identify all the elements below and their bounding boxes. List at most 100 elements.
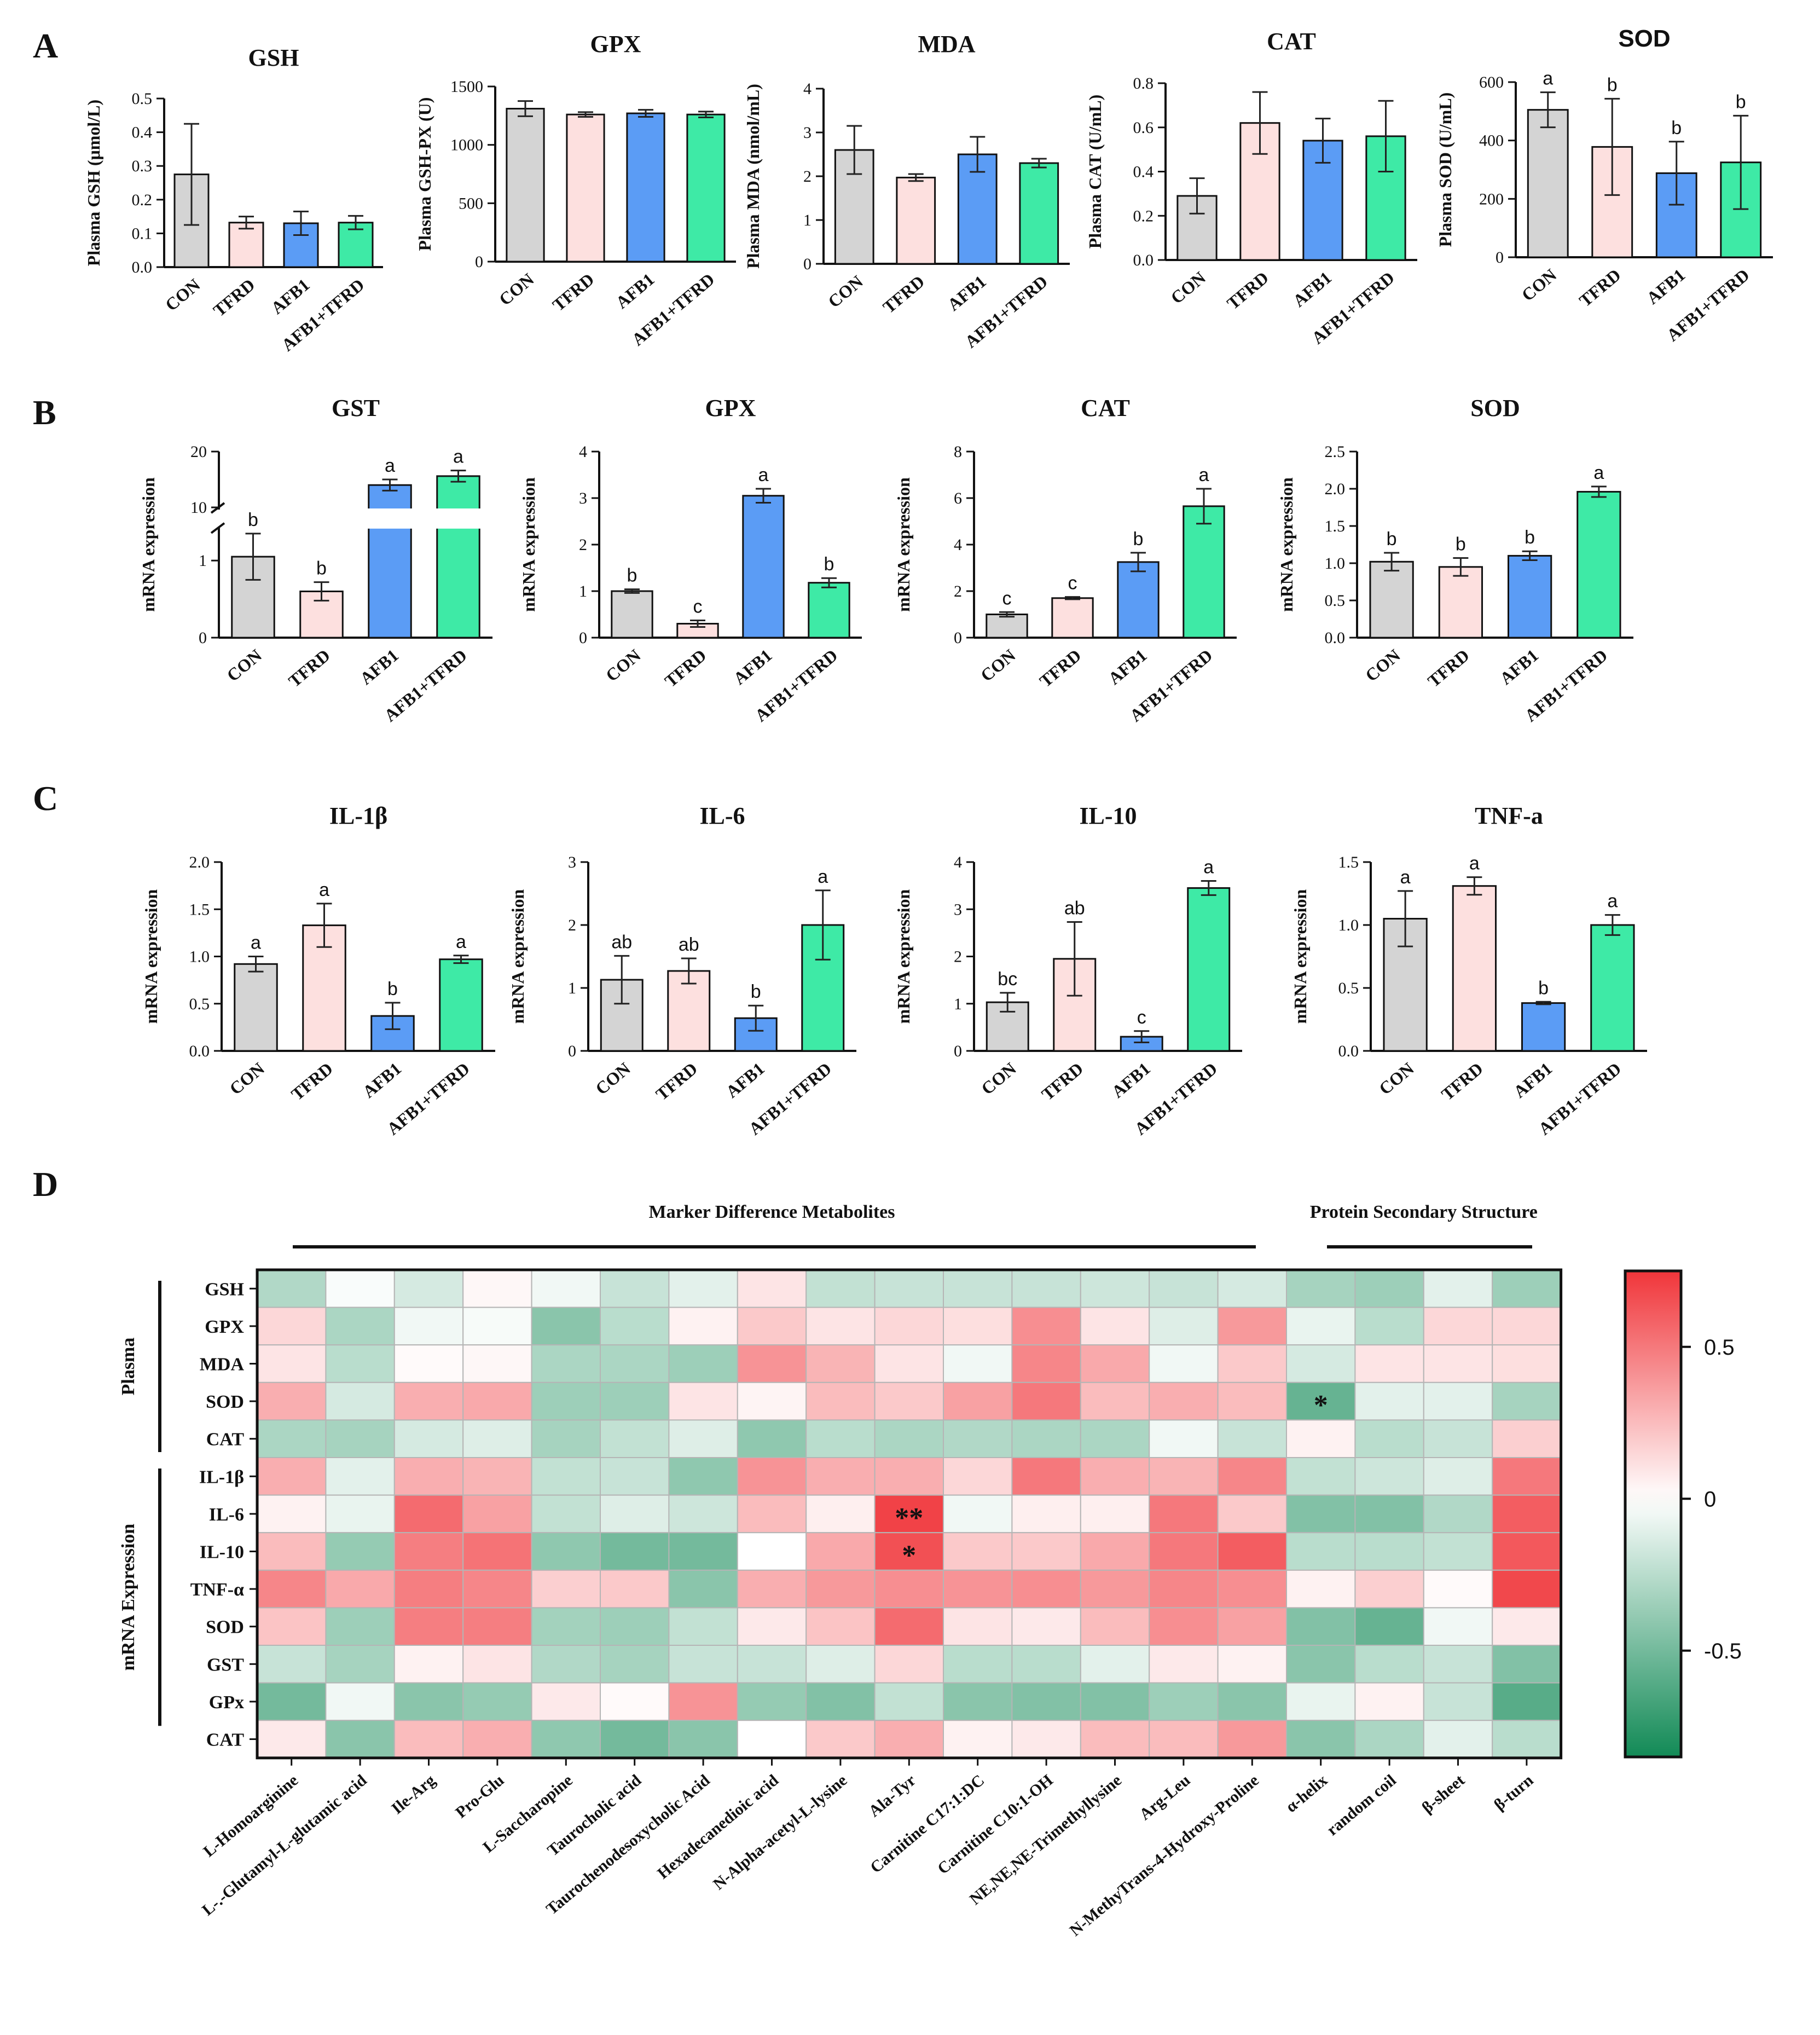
heatmap-cell — [874, 1457, 944, 1496]
chart-title: MDA — [918, 31, 975, 57]
bar — [1053, 958, 1097, 1052]
x-category-label: AFB1 — [1510, 1059, 1556, 1102]
heatmap-cell — [325, 1457, 395, 1496]
panel-label-a: A — [33, 26, 58, 65]
y-tick-label: 1000 — [450, 136, 483, 154]
heatmap-cell — [805, 1269, 876, 1308]
heatmap-cell — [1286, 1494, 1356, 1534]
heatmap-cell — [462, 1344, 532, 1383]
heatmap-cell — [737, 1720, 807, 1759]
y-tick-label: 4 — [803, 80, 812, 98]
x-category-label: CON — [495, 269, 538, 309]
heatmap-cell — [1080, 1720, 1150, 1759]
heatmap-cell — [805, 1306, 876, 1346]
significance-letter: b — [1387, 529, 1397, 550]
heatmap-row-label: IL-1β — [199, 1467, 244, 1487]
x-category-label: AFB1 — [1496, 645, 1542, 689]
heatmap-cell — [531, 1381, 601, 1421]
y-tick-label: 0.0 — [1133, 251, 1154, 269]
heatmap-column-label: Pro-Glu — [452, 1771, 507, 1822]
y-tick-label: 1 — [579, 582, 587, 600]
heatmap-cell — [874, 1645, 944, 1684]
chart-title: SOD — [1470, 395, 1520, 421]
heatmap-row-label: MDA — [200, 1355, 245, 1375]
x-category-label: AFB1 — [359, 1059, 405, 1102]
heatmap-cell — [943, 1569, 1013, 1609]
heatmap-cell — [668, 1569, 738, 1609]
heatmap-cell — [1354, 1682, 1424, 1721]
heatmap-cell — [1286, 1569, 1356, 1609]
bar — [234, 963, 278, 1052]
heatmap-cell — [805, 1607, 876, 1646]
heatmap-cell — [1286, 1682, 1356, 1721]
y-tick-label: 0.0 — [189, 1042, 210, 1060]
heatmap-row-label: GPx — [209, 1692, 244, 1713]
bar — [1187, 887, 1231, 1052]
heatmap-cell — [600, 1344, 670, 1383]
significance-letter: b — [824, 554, 834, 575]
heatmap-cell — [325, 1344, 395, 1383]
heatmap-cell — [462, 1569, 532, 1609]
heatmap-cell — [1354, 1306, 1424, 1346]
x-category-label: TFRD — [287, 1059, 337, 1105]
significance-letter: b — [387, 979, 398, 999]
heatmap-cell — [1149, 1344, 1219, 1383]
y-tick-label: 1.0 — [1325, 554, 1346, 573]
heatmap-cell — [600, 1569, 670, 1609]
heatmap-cell — [668, 1306, 738, 1346]
significance-letter: a — [1203, 857, 1214, 878]
heatmap-cell — [737, 1682, 807, 1721]
heatmap-column-label: β-turn — [1491, 1771, 1537, 1814]
y-tick-label: 2 — [568, 916, 576, 934]
heatmap-cell — [531, 1645, 601, 1684]
significance-letter: a — [1593, 462, 1604, 483]
heatmap-cell — [668, 1344, 738, 1383]
heatmap-cell — [737, 1457, 807, 1496]
heatmap-cell — [462, 1532, 532, 1571]
chart-title: GPX — [705, 395, 756, 421]
heatmap-cell — [1492, 1419, 1562, 1458]
x-category-label: CON — [1518, 265, 1561, 305]
heatmap-cell — [874, 1607, 944, 1646]
heatmap-cell — [1149, 1306, 1219, 1346]
heatmap-cell — [600, 1494, 670, 1534]
heatmap-cell — [1286, 1532, 1356, 1571]
x-category-label: TFRD — [549, 269, 598, 315]
heatmap-column-label: Ala-Tyr — [865, 1771, 919, 1820]
heatmap-cell — [737, 1645, 807, 1684]
significance-letter: bc — [998, 969, 1017, 990]
heatmap-cell — [737, 1532, 807, 1571]
heatmap-cell — [1286, 1344, 1356, 1383]
bar — [1590, 924, 1635, 1052]
heatmap-cell — [393, 1645, 464, 1684]
bar — [1507, 554, 1552, 639]
heatmap-cell — [325, 1569, 395, 1609]
heatmap-cell — [1217, 1269, 1288, 1308]
heatmap-cell — [531, 1457, 601, 1496]
heatmap-row-label: CAT — [206, 1430, 245, 1450]
significance-letter: a — [1543, 68, 1553, 89]
colorbar — [1624, 1269, 1683, 1759]
heatmap-cell — [668, 1419, 738, 1458]
heatmap-cell — [1080, 1682, 1150, 1721]
heatmap-cell — [1011, 1457, 1081, 1496]
heatmap-cell — [805, 1645, 876, 1684]
heatmap-cell — [737, 1569, 807, 1609]
heatmap-cell — [1354, 1381, 1424, 1421]
heatmap-cell — [943, 1269, 1013, 1308]
heatmap-cell — [257, 1532, 327, 1571]
bar — [1369, 560, 1414, 639]
heatmap-cell — [325, 1532, 395, 1571]
y-tick-label: 1500 — [450, 78, 483, 96]
heatmap-cell — [1492, 1720, 1562, 1759]
heatmap-cell — [1286, 1457, 1356, 1496]
heatmap-cell — [1354, 1607, 1424, 1646]
group-label-plasma: Plasma — [118, 1338, 138, 1396]
heatmap-row-label: GSH — [205, 1279, 244, 1299]
heatmap-cell — [737, 1306, 807, 1346]
heatmap-cell — [1149, 1457, 1219, 1496]
heatmap-cell — [462, 1645, 532, 1684]
